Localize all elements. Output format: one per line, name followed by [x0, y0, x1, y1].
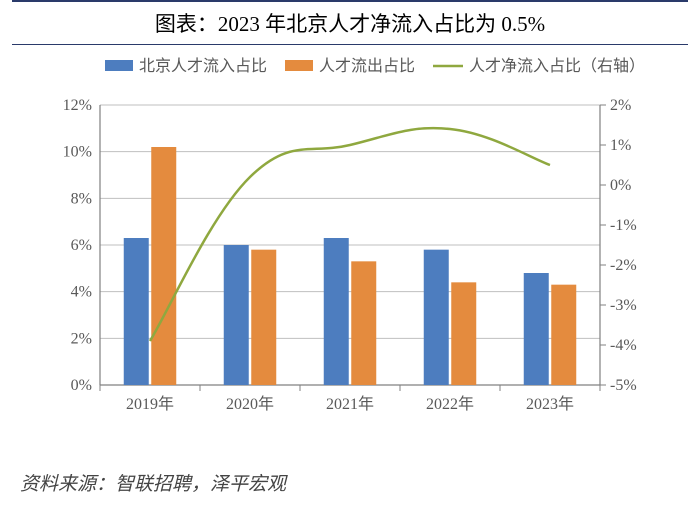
- svg-text:2%: 2%: [610, 97, 631, 114]
- svg-text:0%: 0%: [71, 377, 92, 394]
- svg-text:-2%: -2%: [610, 257, 637, 274]
- x-label-3: 2022年: [426, 395, 474, 413]
- x-label-1: 2020年: [226, 395, 274, 413]
- chart-container: 图表：2023 年北京人才净流入占比为 0.5% 0% 2% 4% 6% 8% 10% 12…: [0, 0, 700, 506]
- bar-0-4: [524, 273, 549, 385]
- svg-text:1%: 1%: [610, 137, 631, 154]
- svg-text:2%: 2%: [71, 330, 92, 347]
- svg-text:-1%: -1%: [610, 217, 637, 234]
- svg-text:10%: 10%: [63, 144, 92, 161]
- svg-text:-4%: -4%: [610, 337, 637, 354]
- bar-0-2: [324, 238, 349, 385]
- legend-label: 北京人才流入占比: [139, 57, 267, 75]
- title-bar: 图表：2023 年北京人才净流入占比为 0.5%: [12, 0, 688, 45]
- bar-1-0: [151, 147, 176, 385]
- bar-1-4: [551, 285, 576, 385]
- svg-text:-5%: -5%: [610, 377, 637, 394]
- bar-0-0: [124, 238, 149, 385]
- bar-0-1: [224, 245, 249, 385]
- chart-area: 0% 2% 4% 6% 8% 10% 12% -5% -4% -3% -2% -1% 0% 1% 2% 201…: [20, 50, 680, 450]
- source-footer: 资料来源：智联招聘，泽平宏观: [20, 469, 286, 496]
- bar-1-2: [351, 261, 376, 385]
- svg-text:4%: 4%: [71, 284, 92, 301]
- chart-title: 图表：2023 年北京人才净流入占比为 0.5%: [155, 12, 545, 36]
- x-label-0: 2019年: [126, 395, 174, 413]
- chart-svg: 0% 2% 4% 6% 8% 10% 12% -5% -4% -3% -2% -1% 0% 1% 2% 201…: [20, 50, 680, 450]
- legend-label: 人才流出占比: [319, 57, 415, 75]
- bar-0-3: [424, 250, 449, 385]
- line-series: [150, 128, 550, 341]
- svg-text:0%: 0%: [610, 177, 631, 194]
- svg-text:-3%: -3%: [610, 297, 637, 314]
- bar-1-1: [251, 250, 276, 385]
- x-label-4: 2023年: [526, 395, 574, 413]
- bar-1-3: [451, 282, 476, 385]
- svg-text:6%: 6%: [71, 237, 92, 254]
- svg-text:12%: 12%: [63, 97, 92, 114]
- x-label-2: 2021年: [326, 395, 374, 413]
- svg-text:8%: 8%: [71, 190, 92, 207]
- legend-label: 人才净流入占比（右轴）: [469, 57, 645, 75]
- legend-swatch: [285, 60, 313, 71]
- legend-swatch: [105, 60, 133, 71]
